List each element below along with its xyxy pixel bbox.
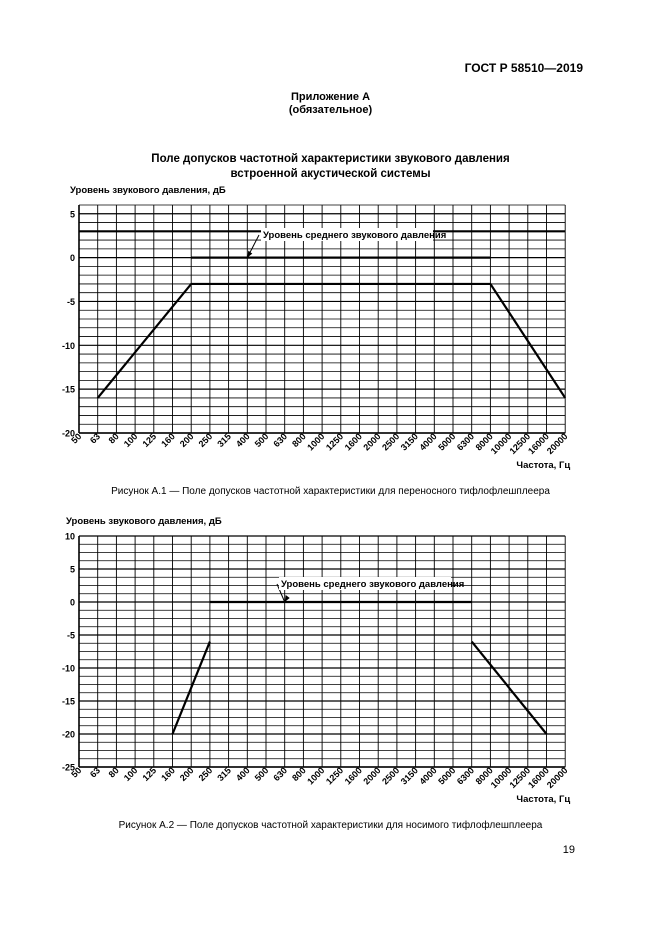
annotation-arrowhead bbox=[247, 250, 253, 258]
x-tick-label: 3150 bbox=[399, 431, 420, 452]
y-tick-label: 0 bbox=[70, 253, 75, 263]
y-tick-label: -20 bbox=[62, 730, 75, 740]
x-tick-label: 3150 bbox=[399, 765, 420, 786]
x-tick-label: 2500 bbox=[380, 431, 401, 452]
x-tick-label: 400 bbox=[234, 765, 252, 783]
annex-status: (обязательное) bbox=[288, 104, 373, 116]
figure-a1-caption: Рисунок А.1 — Поле допусков частотной ха… bbox=[111, 486, 550, 497]
x-tick-label: 200 bbox=[178, 765, 196, 783]
x-tick-label: 4000 bbox=[417, 431, 438, 452]
y-tick-label: -20 bbox=[62, 429, 75, 439]
annotation-leader bbox=[276, 583, 286, 603]
x-tick-label: 100 bbox=[122, 431, 140, 449]
document-id: ГОСТ Р 58510—2019 bbox=[464, 61, 583, 75]
x-tick-label: 20000 bbox=[545, 765, 570, 790]
section-title-line2: встроенной акустической системы bbox=[230, 168, 431, 180]
x-tick-label: 100 bbox=[122, 765, 140, 783]
x-tick-label: 1250 bbox=[324, 765, 345, 786]
x-tick-label: 5000 bbox=[436, 765, 457, 786]
x-tick-label: 4000 bbox=[417, 765, 438, 786]
y-tick-label: 5 bbox=[70, 565, 75, 575]
x-tick-label: 2000 bbox=[361, 765, 382, 786]
annotation-arrowhead bbox=[284, 595, 290, 602]
y-tick-label: -5 bbox=[67, 631, 75, 641]
x-tick-label: 160 bbox=[159, 431, 177, 449]
x-tick-label: 400 bbox=[234, 431, 252, 449]
annotation-label: Уровень среднего звукового давления bbox=[263, 230, 446, 241]
x-tick-label: 6300 bbox=[455, 765, 476, 786]
y-tick-label: 5 bbox=[70, 209, 75, 219]
y-tick-label: -15 bbox=[62, 697, 75, 707]
x-tick-label: 1600 bbox=[343, 765, 364, 786]
x-tick-label: 250 bbox=[197, 765, 215, 783]
series-line-lower-right bbox=[470, 640, 548, 735]
y-tick-label: -15 bbox=[62, 385, 75, 395]
x-tick-label: 1000 bbox=[305, 431, 326, 452]
x-tick-label: 200 bbox=[178, 431, 196, 449]
x-axis-title: Частота, Гц bbox=[516, 460, 570, 471]
x-tick-label: 2000 bbox=[361, 431, 382, 452]
x-tick-label: 2500 bbox=[380, 765, 401, 786]
y-tick-label: -10 bbox=[62, 341, 75, 351]
y-tick-label: -25 bbox=[62, 763, 75, 773]
y-tick-label: -5 bbox=[67, 297, 75, 307]
x-tick-label: 160 bbox=[159, 765, 177, 783]
x-axis-title: Частота, Гц bbox=[516, 794, 570, 805]
figure-a2-caption: Рисунок А.2 — Поле допусков частотной ха… bbox=[118, 820, 543, 831]
x-tick-label: 125 bbox=[141, 765, 159, 783]
annotation-label: Уровень среднего звукового давления bbox=[281, 579, 464, 590]
x-tick-label: 125 bbox=[141, 431, 159, 449]
y-tick-label: -10 bbox=[62, 664, 75, 674]
y-axis-title: Уровень звукового давления, дБ bbox=[70, 185, 226, 196]
annotation-background bbox=[279, 577, 451, 590]
y-tick-label: 10 bbox=[65, 532, 75, 542]
x-tick-label: 5000 bbox=[436, 431, 457, 452]
series-line-lower-left bbox=[171, 641, 211, 735]
x-tick-label: 6300 bbox=[455, 431, 476, 452]
x-tick-label: 630 bbox=[271, 431, 289, 449]
x-tick-label: 1250 bbox=[324, 431, 345, 452]
x-tick-label: 315 bbox=[215, 765, 233, 783]
page-number: 19 bbox=[562, 844, 575, 856]
series-line-lower-limit bbox=[96, 282, 567, 399]
y-tick-label: 0 bbox=[70, 598, 75, 608]
x-tick-label: 250 bbox=[197, 431, 215, 449]
y-axis-title: Уровень звукового давления, дБ bbox=[66, 516, 222, 527]
x-tick-label: 20000 bbox=[545, 431, 570, 456]
section-title-line1: Поле допусков частотной характеристики з… bbox=[151, 153, 510, 165]
annotation-background bbox=[261, 228, 433, 241]
x-tick-label: 315 bbox=[215, 431, 233, 449]
x-tick-label: 500 bbox=[253, 431, 271, 449]
x-tick-label: 1600 bbox=[343, 431, 364, 452]
x-tick-label: 1000 bbox=[305, 765, 326, 786]
x-tick-label: 630 bbox=[271, 765, 289, 783]
x-tick-label: 500 bbox=[253, 765, 271, 783]
annex-title: Приложение А bbox=[290, 91, 371, 103]
